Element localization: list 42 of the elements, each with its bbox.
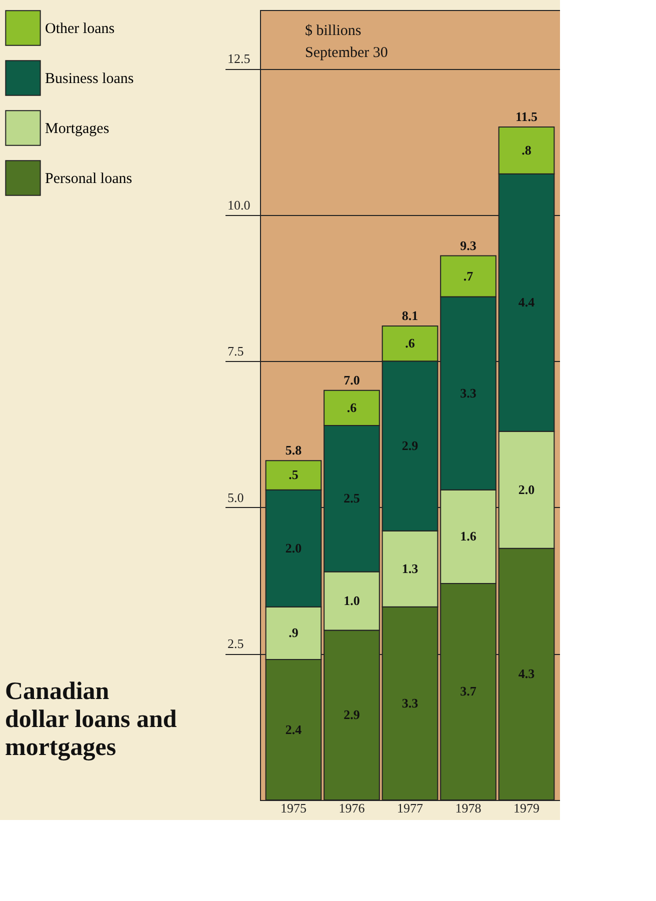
y-tick-label: 5.0 bbox=[228, 490, 244, 505]
data-label: 3.3 bbox=[460, 385, 477, 400]
data-label: 1.0 bbox=[344, 593, 360, 608]
data-label: .5 bbox=[288, 467, 299, 482]
x-tick-label: 1976 bbox=[338, 800, 366, 816]
y-tick-label: 7.5 bbox=[228, 344, 244, 359]
data-label: .6 bbox=[346, 400, 358, 415]
legend-label: Mortgages bbox=[45, 121, 110, 137]
data-label: 3.7 bbox=[460, 684, 477, 699]
legend-label: Personal loans bbox=[45, 171, 132, 187]
data-label: 2.4 bbox=[285, 722, 302, 737]
data-label: 3.3 bbox=[402, 695, 419, 710]
data-label: 2.9 bbox=[344, 707, 360, 722]
data-label: 2.0 bbox=[285, 540, 302, 556]
total-label: 11.5 bbox=[515, 109, 538, 124]
y-tick-label: 2.5 bbox=[228, 636, 244, 652]
total-label: 9.3 bbox=[460, 238, 477, 253]
annotation: September 30 bbox=[305, 45, 388, 61]
data-label: 4.3 bbox=[518, 666, 536, 682]
total-label: 5.8 bbox=[285, 442, 302, 458]
data-label: 2.9 bbox=[402, 438, 419, 453]
text: Canadian dollar loans and mortgages bbox=[5, 678, 177, 761]
x-tick-label: 1978 bbox=[455, 800, 482, 816]
legend-label: Other loans bbox=[45, 21, 115, 37]
x-tick-label: 1975 bbox=[280, 800, 306, 816]
data-label: .8 bbox=[522, 142, 532, 158]
data-label: 2.0 bbox=[518, 482, 535, 497]
y-tick-label: 10.0 bbox=[228, 197, 250, 212]
data-label: .7 bbox=[463, 268, 474, 284]
total-label: 8.1 bbox=[402, 308, 418, 323]
data-label: 4.4 bbox=[518, 294, 536, 310]
y-tick-label: 12.5 bbox=[228, 51, 250, 66]
data-label: 1.6 bbox=[460, 528, 477, 544]
annotation: $ billions bbox=[305, 23, 362, 39]
total-label: 7.0 bbox=[344, 372, 360, 388]
x-tick-label: 1977 bbox=[397, 800, 424, 816]
data-label: .6 bbox=[405, 336, 416, 351]
x-tick-label: 1979 bbox=[514, 800, 540, 816]
data-label: 2.5 bbox=[344, 490, 360, 506]
data-label: .9 bbox=[288, 625, 299, 640]
data-label: 1.3 bbox=[402, 560, 419, 576]
legend-label: Business loans bbox=[45, 71, 134, 87]
